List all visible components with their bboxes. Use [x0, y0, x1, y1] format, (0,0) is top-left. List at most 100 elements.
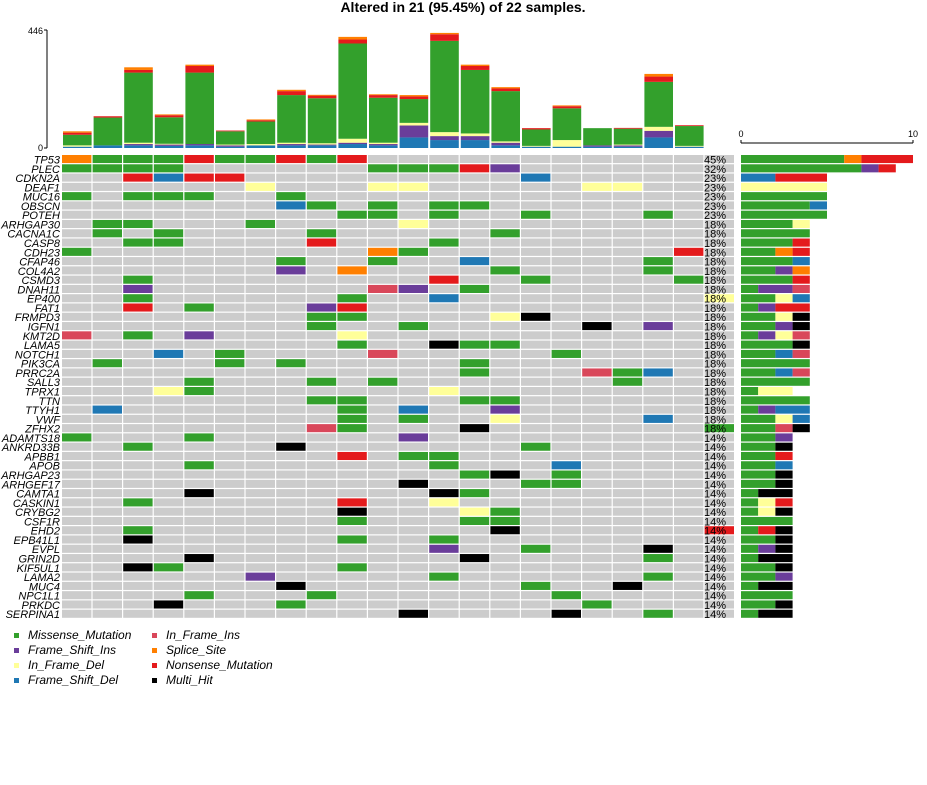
tmb-bar-segment	[552, 146, 582, 148]
grid-cell	[215, 405, 245, 414]
percent-label: 18%	[704, 266, 726, 278]
grid-cell	[643, 609, 673, 618]
grid-cell	[674, 322, 704, 331]
grid-cell	[582, 266, 612, 275]
grid-cell	[368, 424, 398, 433]
grid-cell	[153, 210, 184, 219]
grid-cell	[337, 303, 367, 312]
grid-cell	[490, 303, 520, 312]
gene-labels: TP53PLECCDKN2ADEAF1MUC16OBSCNPOTEHARHGAP…	[0, 154, 61, 621]
grid-cell	[184, 554, 214, 563]
tmb-bar-segment	[307, 95, 337, 99]
grid-cell	[704, 331, 734, 340]
percent-label: 18%	[704, 414, 726, 426]
grid-cell	[521, 461, 551, 470]
grid-cell	[490, 424, 520, 433]
grid-cell	[92, 182, 122, 191]
grid-cell	[337, 173, 367, 182]
side-bar-segment	[775, 470, 793, 479]
grid-cell	[521, 600, 551, 609]
side-bars	[741, 155, 913, 618]
legend-label: In_Frame_Ins	[166, 628, 240, 642]
grid-cell	[612, 563, 643, 572]
grid-cell	[704, 433, 734, 442]
grid-cell	[459, 219, 490, 229]
grid-cell	[337, 294, 367, 303]
tmb-bar-segment	[491, 141, 520, 143]
grid-cell	[276, 405, 306, 414]
grid-cell	[276, 284, 306, 293]
side-bar-segment	[741, 424, 776, 433]
grid-cell	[92, 331, 122, 340]
grid-cell	[62, 368, 92, 377]
grid-cell	[368, 173, 398, 182]
grid-cell	[459, 424, 490, 433]
grid-cell	[521, 591, 551, 600]
grid-cell	[276, 600, 306, 609]
grid-cell	[490, 516, 520, 525]
gene-label: DNAH11	[17, 284, 60, 296]
grid-cell	[429, 516, 459, 525]
tmb-bar-segment	[154, 144, 184, 146]
grid-cell	[337, 238, 367, 247]
grid-cell	[337, 498, 367, 507]
grid-cell	[123, 461, 153, 470]
tmb-bar-segment	[644, 76, 673, 82]
grid-cell	[368, 563, 398, 572]
grid-cell	[153, 563, 184, 572]
grid-cell	[551, 238, 581, 247]
grid-cell	[306, 312, 337, 321]
grid-cell	[551, 498, 581, 507]
grid-cell	[521, 554, 551, 563]
grid-cell	[337, 396, 367, 405]
grid-cell	[245, 331, 275, 340]
gene-label: EPB41L1	[14, 535, 60, 547]
grid-cell	[398, 229, 428, 238]
legend-label: Frame_Shift_Del	[28, 673, 118, 687]
grid-cell	[368, 359, 398, 368]
grid-cell	[429, 433, 459, 442]
grid-cell	[429, 414, 459, 423]
legend-label: Nonsense_Mutation	[166, 658, 273, 672]
grid-cell	[153, 192, 184, 201]
grid-cell	[276, 563, 306, 572]
grid-cell	[704, 182, 734, 191]
grid-cell	[337, 312, 367, 321]
grid-cell	[368, 461, 398, 470]
grid-cell	[62, 591, 92, 600]
grid-cell	[123, 340, 153, 349]
grid-cell	[123, 349, 153, 358]
grid-cell	[306, 507, 337, 516]
grid-cell	[398, 470, 428, 479]
grid-cell	[459, 331, 490, 340]
grid-cell	[490, 238, 520, 247]
chart-title: Altered in 21 (95.45%) of 22 samples.	[340, 0, 585, 15]
grid-cell	[215, 164, 245, 173]
grid-cell	[674, 349, 704, 358]
side-bar-segment	[775, 266, 793, 275]
side-bar-segment	[741, 507, 759, 516]
grid-cell	[582, 377, 612, 386]
gene-label: IGFN1	[28, 322, 60, 334]
grid-cell	[215, 294, 245, 303]
grid-cell	[643, 572, 673, 581]
grid-cell	[92, 414, 122, 423]
grid-cell	[704, 442, 734, 451]
grid-cell	[643, 451, 673, 461]
grid-cell	[398, 238, 428, 247]
grid-cell	[398, 600, 428, 609]
side-bar-segment	[792, 275, 810, 284]
grid-cell	[612, 312, 643, 321]
grid-cell	[704, 322, 734, 331]
grid-cell	[551, 229, 581, 238]
grid-cell	[215, 489, 245, 498]
grid-cell	[92, 257, 122, 266]
grid-cell	[62, 572, 92, 581]
grid-cell	[123, 535, 153, 544]
grid-cell	[123, 414, 153, 423]
grid-cell	[674, 451, 704, 461]
legend-label: Missense_Mutation	[28, 628, 132, 642]
side-bar-segment	[792, 368, 810, 377]
grid-cell	[490, 247, 520, 256]
grid-cell	[215, 507, 245, 516]
